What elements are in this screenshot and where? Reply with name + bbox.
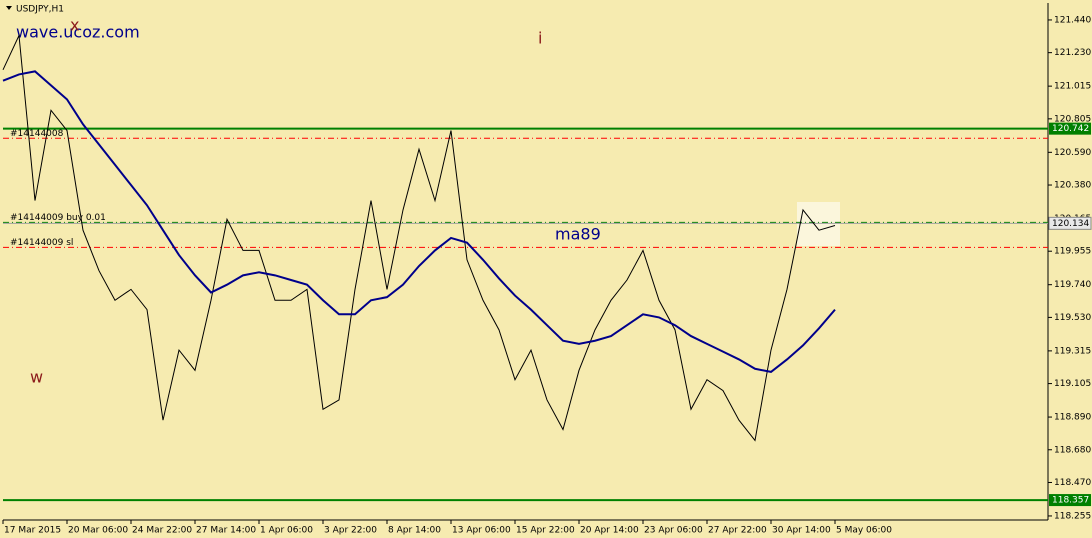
current-price-tag [1048,216,1092,230]
chart-title: USDJPY,H1 [16,5,64,15]
price-tag-label: 118.357 [1052,496,1089,506]
x-tick-label: 5 May 06:00 [836,526,892,536]
price-tag [1049,122,1091,135]
wave-label: w [30,368,43,387]
order-label: #14144009 buy 0.01 [10,213,106,223]
y-tick-label: 119.105 [1054,379,1091,389]
y-tick-label: 118.470 [1054,478,1091,488]
x-tick-label: 20 Mar 06:00 [68,526,128,536]
x-tick-label: 1 Apr 06:00 [260,526,313,536]
wave-label: i [538,29,542,48]
x-tick-label: 27 Apr 22:00 [708,526,767,536]
selection-box [797,202,840,246]
x-tick-label: 20 Apr 14:00 [580,526,639,536]
price-tag [1049,494,1091,507]
menu-arrow[interactable] [6,6,12,10]
x-tick-label: 24 Mar 22:00 [132,526,192,536]
ma-label: ma89 [555,225,601,244]
price-line [2,33,836,442]
x-tick-label: 30 Apr 14:00 [772,526,831,536]
wave-label: x [70,16,79,35]
x-tick-label: 27 Mar 14:00 [196,526,256,536]
watermark: wave.ucoz.com [16,23,140,42]
x-tick-label: 3 Apr 22:00 [324,526,377,536]
y-tick-label: 121.230 [1054,48,1091,58]
x-tick-label: 17 Mar 2015 [4,526,61,536]
x-tick-label: 23 Apr 06:00 [644,526,703,536]
order-label: #14144009 sl [10,238,73,248]
y-tick-label: 121.015 [1054,82,1091,92]
x-tick-label: 13 Apr 06:00 [452,526,511,536]
y-tick-label: 118.890 [1054,413,1091,423]
y-tick-label: 119.530 [1054,313,1091,323]
ma-line [2,70,836,373]
y-tick-label: 120.590 [1054,148,1091,158]
y-tick-label: 119.955 [1054,247,1091,257]
y-tick-label: 118.680 [1054,445,1091,455]
y-tick-label: 118.255 [1054,511,1091,521]
current-price-label: 120.134 [1052,219,1089,229]
y-tick-label: 119.315 [1054,346,1091,356]
x-tick-label: 8 Apr 14:00 [388,526,441,536]
y-tick-label: 120.380 [1054,181,1091,191]
price-tag-label: 120.742 [1052,124,1089,134]
y-tick-label: 121.440 [1054,15,1091,25]
y-tick-label: 120.805 [1054,114,1091,124]
order-label: #14144008 [10,129,64,139]
y-tick-label: 119.740 [1054,280,1091,290]
x-tick-label: 15 Apr 22:00 [516,526,575,536]
